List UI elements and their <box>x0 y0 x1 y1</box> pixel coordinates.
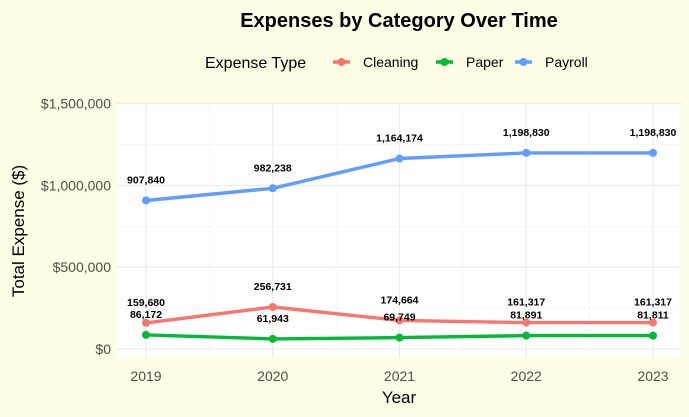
x-axis-ticks: 2019 2020 2021 2022 2023 <box>130 368 668 384</box>
x-tick-label: 2019 <box>130 368 161 384</box>
data-point-cleaning <box>268 302 277 311</box>
data-point-cleaning <box>522 318 531 327</box>
data-point-cleaning <box>142 318 150 327</box>
data-point-paper <box>142 330 150 339</box>
legend-items: Cleaning Paper Payroll <box>333 54 588 70</box>
data-label-paper: 81,811 <box>637 310 669 322</box>
data-label-layer: 159,680 256,731 174,664 161,317 161,317 86,17… <box>127 127 676 325</box>
data-label-cleaning: 174,664 <box>381 294 419 306</box>
chart-title: Expenses by Category Over Time <box>240 10 558 32</box>
data-label-paper: 86,172 <box>130 309 162 321</box>
legend: Expense Type Cleaning Paper Payroll <box>205 54 588 72</box>
data-label-cleaning: 256,731 <box>254 281 292 293</box>
y-axis-ticks: $0 $500,000 $1,000,000 $1,500,000 <box>41 96 111 357</box>
data-label-paper: 81,891 <box>510 310 542 322</box>
data-label-payroll: 982,238 <box>254 162 292 174</box>
data-point-payroll <box>522 148 531 157</box>
y-axis-title: Total Expense ($) <box>9 165 28 297</box>
legend-key-point <box>519 58 528 66</box>
data-label-payroll: 907,840 <box>127 174 165 186</box>
data-point-paper <box>268 334 277 343</box>
data-point-paper <box>395 333 404 342</box>
data-label-cleaning: 159,680 <box>127 297 165 309</box>
data-label-cleaning: 161,317 <box>507 297 545 309</box>
data-point-cleaning <box>395 316 404 325</box>
data-label-payroll: 1,198,830 <box>630 127 677 139</box>
legend-label-payroll: Payroll <box>545 54 588 70</box>
data-label-payroll: 1,164,174 <box>376 133 423 145</box>
x-tick-label: 2020 <box>257 368 288 384</box>
legend-label-cleaning: Cleaning <box>363 54 418 70</box>
grid <box>117 103 681 358</box>
data-label-paper: 69,749 <box>383 312 415 324</box>
data-label-payroll: 1,198,830 <box>503 127 550 139</box>
x-tick-label: 2023 <box>637 368 668 384</box>
legend-key-point <box>337 58 346 66</box>
data-point-cleaning <box>649 318 657 327</box>
y-tick-label: $1,500,000 <box>41 96 111 112</box>
y-tick-label: $500,000 <box>53 259 112 275</box>
legend-label-paper: Paper <box>466 54 504 70</box>
x-axis-title: Year <box>382 388 417 407</box>
data-label-cleaning: 161,317 <box>634 297 672 309</box>
legend-title: Expense Type <box>205 55 306 72</box>
data-point-paper <box>649 331 657 340</box>
x-tick-label: 2022 <box>511 368 542 384</box>
data-point-payroll <box>268 184 277 193</box>
y-tick-label: $1,000,000 <box>41 177 111 193</box>
data-label-paper: 61,943 <box>257 313 289 325</box>
data-point-payroll <box>649 148 657 157</box>
data-point-payroll <box>142 196 150 205</box>
legend-key-point <box>440 58 449 66</box>
data-point-payroll <box>395 154 404 163</box>
x-tick-label: 2021 <box>384 368 415 384</box>
y-tick-label: $0 <box>95 341 111 357</box>
data-point-paper <box>522 331 531 340</box>
series-layer <box>142 148 657 343</box>
